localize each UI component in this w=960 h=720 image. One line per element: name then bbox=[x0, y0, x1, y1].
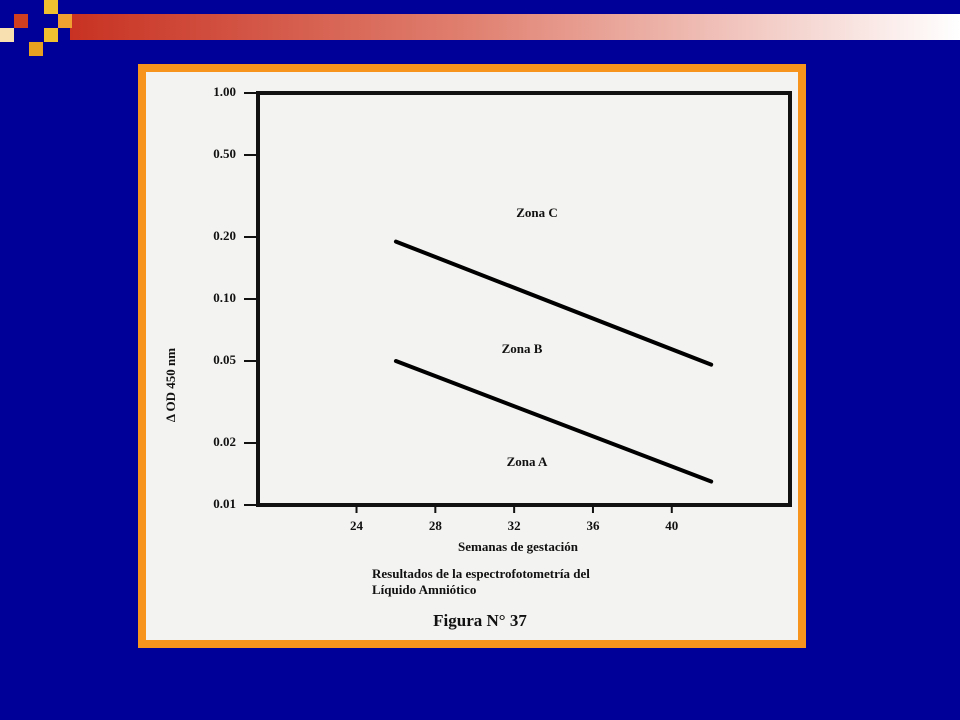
header-squares bbox=[0, 0, 72, 56]
caption-line: Líquido Amniótico bbox=[372, 582, 476, 597]
image-frame bbox=[138, 64, 806, 648]
y-tick-label: 0.20 bbox=[213, 228, 236, 243]
y-tick-label: 0.10 bbox=[213, 290, 236, 305]
figure-label: Figura N° 37 bbox=[433, 611, 527, 630]
zone-label: Zona A bbox=[507, 454, 548, 469]
x-tick-label: 32 bbox=[508, 518, 521, 533]
y-tick-label: 1.00 bbox=[213, 84, 236, 99]
y-tick-label: 0.50 bbox=[213, 146, 236, 161]
zone-label: Zona C bbox=[516, 205, 558, 220]
y-tick-label: 0.01 bbox=[213, 496, 236, 511]
x-tick-label: 24 bbox=[350, 518, 364, 533]
x-tick-label: 40 bbox=[665, 518, 678, 533]
y-axis-label: Δ OD 450 nm bbox=[163, 348, 178, 422]
x-tick-label: 36 bbox=[586, 518, 600, 533]
y-tick-label: 0.02 bbox=[213, 434, 236, 449]
x-axis-label: Semanas de gestación bbox=[458, 539, 579, 554]
x-tick-label: 28 bbox=[429, 518, 443, 533]
caption-line: Resultados de la espectrofotometría del bbox=[372, 566, 590, 581]
y-tick-label: 0.05 bbox=[213, 352, 236, 367]
header-bar bbox=[70, 14, 960, 40]
data-line bbox=[393, 239, 714, 367]
zone-label: Zona B bbox=[502, 341, 543, 356]
data-line bbox=[393, 359, 714, 484]
